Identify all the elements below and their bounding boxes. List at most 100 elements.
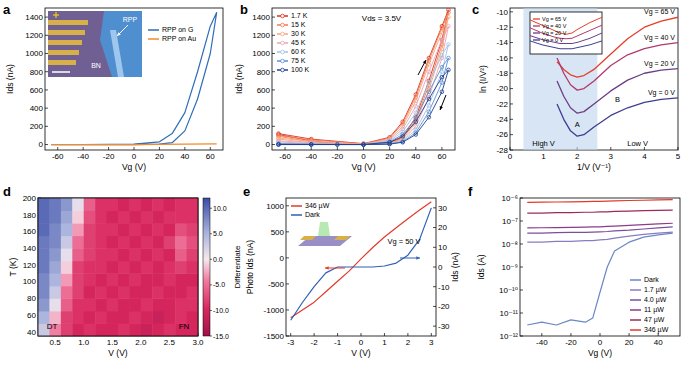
- y2-tick: [433, 306, 436, 307]
- legend-swatch: [533, 32, 540, 33]
- plot-frame: [286, 198, 436, 336]
- heat-cell: [107, 298, 119, 311]
- heat-cell: [118, 211, 130, 224]
- heat-cell: [72, 248, 84, 261]
- y-tick-label: 800: [30, 68, 44, 77]
- y-tick: [272, 144, 275, 145]
- y-tick: [272, 89, 275, 90]
- heat-cell: [129, 236, 141, 249]
- legend-label: 4.0 µW: [644, 296, 667, 304]
- y-tick: [520, 290, 523, 291]
- heat-cell: [107, 211, 119, 224]
- x-tick: [415, 147, 416, 150]
- heat-cell: [118, 323, 130, 336]
- series-line: [557, 69, 678, 114]
- photo-electrode: [48, 30, 85, 35]
- heat-cell: [129, 311, 141, 324]
- photo-electrode: [48, 40, 82, 45]
- legend-label: Dark: [644, 276, 659, 283]
- legend-swatch: [533, 25, 540, 26]
- heat-cell: [141, 198, 153, 211]
- heat-cell: [61, 273, 73, 286]
- y-tick-label: 10⁻⁶: [502, 194, 518, 203]
- x-tick-label: -20: [332, 152, 344, 161]
- heat-cell: [72, 323, 84, 336]
- scale-bar: [52, 71, 70, 73]
- point: [309, 143, 313, 147]
- y-tick-label: 1400: [25, 13, 43, 22]
- heat-cell: [152, 211, 164, 224]
- legend-marker: [281, 32, 285, 36]
- y-axis-title: Photo Ids (nA): [245, 240, 255, 295]
- series-line: [530, 41, 602, 49]
- point: [362, 143, 366, 147]
- series-line: [51, 143, 216, 145]
- y-tick: [45, 108, 48, 109]
- heat-cell: [49, 298, 61, 311]
- legend-label: 346 µW: [305, 202, 330, 210]
- heat-cell: [118, 236, 130, 249]
- device-pad: [300, 236, 316, 240]
- heat-cell: [129, 298, 141, 311]
- heat-cell: [164, 236, 176, 249]
- arrow-head: [325, 266, 329, 269]
- legend-marker: [281, 41, 285, 45]
- legend-label: 11 µW: [644, 306, 664, 314]
- y-tick: [272, 126, 275, 127]
- heat-cell: [107, 198, 119, 211]
- colorbar-tick: [210, 336, 212, 337]
- series-line: [527, 233, 672, 325]
- y-tick: [272, 17, 275, 18]
- y-axis-title: Ids (nA): [5, 64, 15, 94]
- y-tick-label: 10⁻⁸: [502, 240, 519, 249]
- y2-tick-label: 10: [438, 243, 447, 252]
- heat-cell: [118, 248, 130, 261]
- legend-swatch: [630, 299, 641, 301]
- heat-cell: [118, 298, 130, 311]
- heat-cell: [95, 236, 107, 249]
- y-tick-label: 1000: [25, 49, 43, 58]
- x-tick: [363, 147, 364, 150]
- y-tick: [510, 103, 513, 104]
- heat-cell: [49, 198, 61, 211]
- heat-cell: [38, 198, 50, 211]
- heat-cell: [107, 261, 119, 274]
- point: [427, 110, 431, 114]
- y-tick: [286, 283, 289, 284]
- heat-cell: [84, 323, 96, 336]
- x-tick: [83, 147, 84, 150]
- photo-mark: [55, 12, 56, 18]
- series-line: [279, 10, 449, 145]
- heat-cell: [95, 211, 107, 224]
- heat-cell: [152, 273, 164, 286]
- x-tick-label: -3: [287, 338, 295, 347]
- point: [401, 135, 405, 139]
- heat-cell: [164, 198, 176, 211]
- legend-marker: [281, 50, 285, 54]
- point: [414, 133, 418, 137]
- plot-area: [523, 8, 678, 150]
- legend-marker: [281, 68, 285, 72]
- legend-label: 15 K: [291, 21, 306, 28]
- x-tick-label: 2: [406, 338, 411, 347]
- heat-cell: [129, 273, 141, 286]
- heat-cell: [61, 311, 73, 324]
- y-tick-label: -18: [496, 69, 508, 78]
- photo-electrode: [48, 60, 76, 65]
- legend-label: Vg = 0 V: [542, 37, 564, 43]
- y-tick-label: 60: [27, 311, 36, 320]
- y2-tick: [433, 247, 436, 248]
- point: [362, 143, 366, 147]
- y-tick: [45, 17, 48, 18]
- heat-cell: [38, 286, 50, 299]
- heat-cell: [72, 236, 84, 249]
- x-tick: [57, 147, 58, 150]
- x-tick: [389, 147, 390, 150]
- x-tick: [184, 147, 185, 150]
- heat-cell: [141, 311, 153, 324]
- y2-tick: [433, 207, 436, 208]
- heat-cell: [164, 311, 176, 324]
- y-tick: [510, 42, 513, 43]
- legend-label: Dark: [305, 211, 320, 218]
- y-tick-label: -28: [496, 146, 508, 155]
